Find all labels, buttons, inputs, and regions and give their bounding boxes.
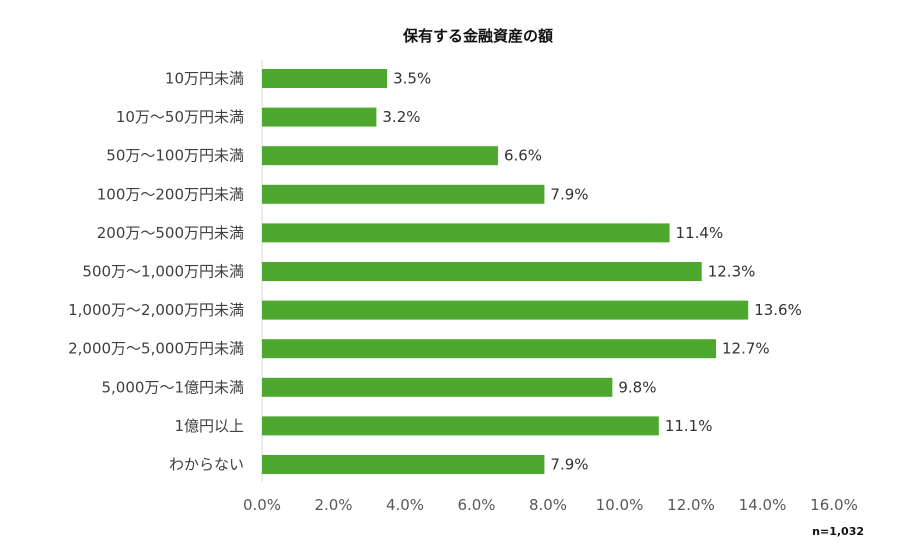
bar: [262, 184, 545, 204]
data-label: 3.2%: [382, 108, 420, 126]
data-label: 12.7%: [722, 340, 770, 358]
bar: [262, 69, 388, 88]
bar: [262, 455, 545, 474]
data-label: 11.1%: [665, 417, 713, 435]
data-label: 6.6%: [504, 147, 542, 165]
bars-group: [262, 69, 749, 474]
bar: [262, 416, 659, 436]
bar: [262, 377, 613, 397]
data-label: 9.8%: [618, 378, 656, 396]
data-label: 3.5%: [393, 70, 431, 88]
data-label: 11.4%: [676, 224, 724, 242]
x-tick-label: 12.0%: [667, 496, 715, 514]
x-tick-label: 14.0%: [739, 496, 787, 514]
data-labels: 3.5% 3.2% 6.6% 7.9% 11.4% 12.3% 13.6% 12.7% 9.8%…: [382, 70, 801, 474]
sample-size-note: n=1,032: [812, 525, 864, 538]
x-axis-ticks: 0.0% 2.0% 4.0% 6.0% 8.0% 10.0% 12.0% 14.0% 16.0%: [243, 496, 858, 514]
x-tick-label: 8.0%: [529, 496, 567, 514]
category-label: 5,000万～1億円未満: [102, 378, 245, 396]
data-label: 12.3%: [708, 263, 756, 281]
x-tick-label: 16.0%: [810, 496, 858, 514]
category-label: 1,000万～2,000万円未満: [68, 301, 244, 319]
x-tick-label: 4.0%: [386, 496, 424, 514]
category-label: 10万～50万円未満: [116, 108, 244, 126]
category-label: 50万～100万円未満: [106, 147, 244, 165]
x-tick-label: 10.0%: [596, 496, 644, 514]
x-tick-label: 0.0%: [243, 496, 281, 514]
category-label: 2,000万～5,000万円未満: [68, 340, 244, 358]
bar: [262, 339, 717, 359]
category-label: 1億円以上: [174, 417, 244, 435]
category-label: 10万円未満: [165, 70, 244, 88]
data-label: 7.9%: [550, 185, 588, 203]
category-label: 200万～500万円未満: [97, 224, 244, 242]
category-label: 500万～1,000万円未満: [82, 263, 244, 281]
bar: [262, 300, 749, 320]
x-tick-label: 6.0%: [457, 496, 495, 514]
x-tick-label: 2.0%: [314, 496, 352, 514]
bar: [262, 146, 498, 166]
category-label: 100万～200万円未満: [97, 185, 244, 203]
data-label: 7.9%: [550, 456, 588, 474]
bar: [262, 107, 377, 127]
data-label: 13.6%: [754, 301, 802, 319]
bar: [262, 223, 670, 243]
bar: [262, 262, 702, 281]
category-labels: 10万円未満 10万～50万円未満 50万～100万円未満 100万～200万円未満 2…: [68, 70, 244, 474]
chart-title: 保有する金融資産の額: [402, 27, 553, 45]
category-label: わからない: [169, 456, 244, 474]
